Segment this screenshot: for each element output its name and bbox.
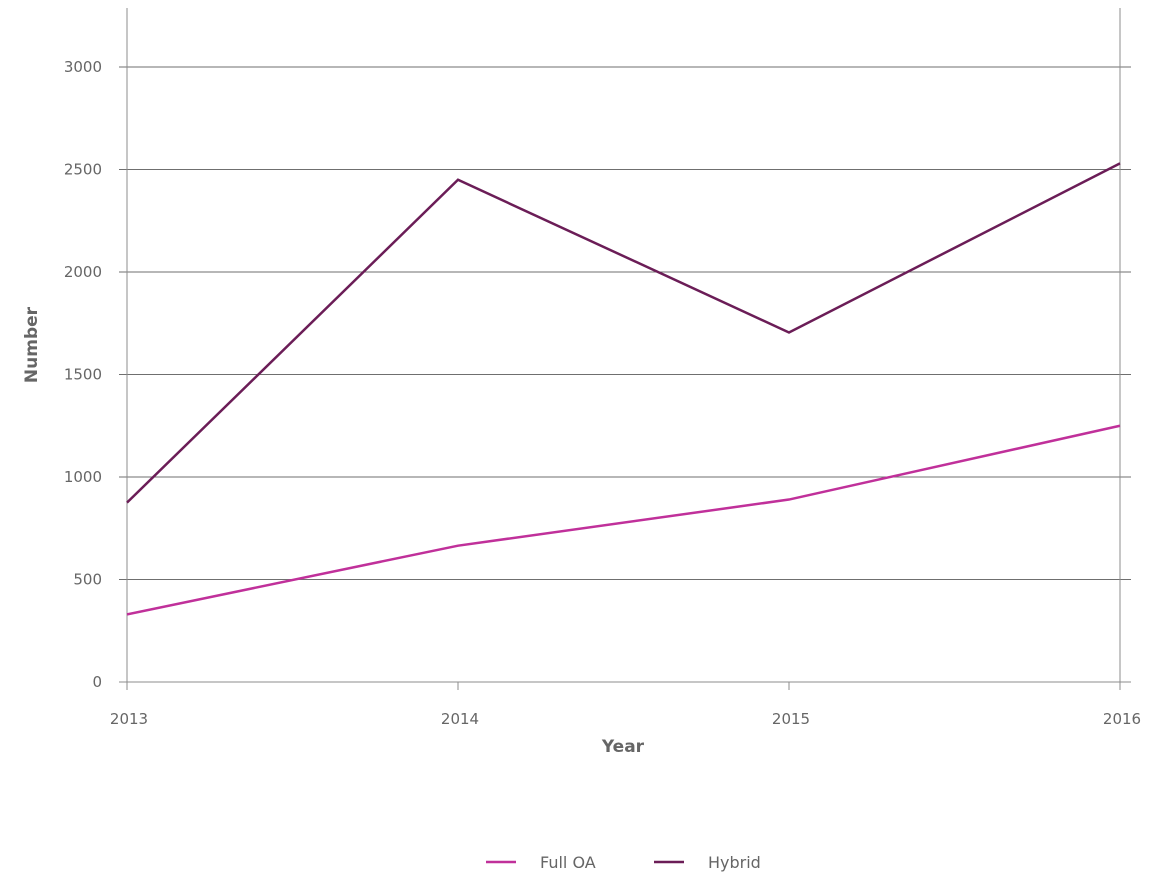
y-tick-label: 1000 (64, 468, 102, 486)
y-tick-label: 500 (73, 571, 102, 589)
series-lines (126, 162, 1121, 616)
y-tick-label: 2500 (64, 161, 102, 179)
y-tick-label: 0 (92, 673, 102, 691)
gridlines (119, 66, 1131, 683)
legend-label: Full OA (540, 853, 596, 872)
y-tick-label: 2000 (64, 263, 102, 281)
x-tick-label: 2013 (110, 710, 148, 728)
legend: Full OA Hybrid (486, 853, 761, 872)
y-axis-title: Number (22, 306, 42, 383)
legend-label: Hybrid (708, 853, 761, 872)
x-tick-label: 2016 (1103, 710, 1141, 728)
series-line (126, 424, 1121, 616)
axes (126, 8, 1131, 683)
y-tick-label: 1500 (64, 366, 102, 384)
x-tick-label: 2014 (441, 710, 479, 728)
x-axis-title: Year (601, 737, 645, 757)
series-line (126, 162, 1121, 504)
y-tick-label: 3000 (64, 58, 102, 76)
x-tick-labels: 2013 2014 2015 2016 (110, 682, 1141, 728)
y-tick-labels: 0 500 1000 1500 2000 2500 3000 (64, 58, 102, 691)
x-tick-label: 2015 (772, 710, 810, 728)
